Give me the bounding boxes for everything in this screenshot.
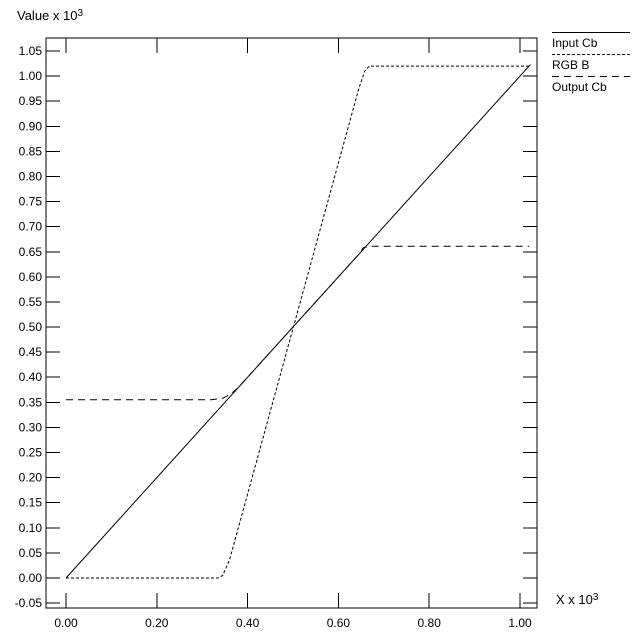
y-tick-label: 0.75 xyxy=(19,195,43,209)
y-tick-label: 0.05 xyxy=(19,546,43,560)
y-tick-label: 0.00 xyxy=(19,571,43,585)
y-tick-label: 0.65 xyxy=(19,245,43,259)
y-tick-label: -0.05 xyxy=(15,596,43,610)
y-tick-label: 0.40 xyxy=(19,370,43,384)
legend: Input Cb RGB B Output Cb xyxy=(552,31,632,97)
x-axis-exponent: 3 xyxy=(592,592,599,603)
y-tick-label: 0.95 xyxy=(19,94,43,108)
y-axis-exponent: 3 xyxy=(77,8,84,19)
legend-line-sample-input-cb xyxy=(552,32,630,33)
legend-line-sample-rgb-b xyxy=(552,54,630,55)
y-tick-label: 1.00 xyxy=(19,69,43,83)
y-tick-label: 0.10 xyxy=(19,521,43,535)
y-tick-label: 0.85 xyxy=(19,144,43,158)
x-tick-label: 0.00 xyxy=(54,616,78,630)
y-tick-label: 0.35 xyxy=(19,395,43,409)
legend-entry-rgb-b: RGB B xyxy=(552,53,632,72)
y-tick-label: 0.90 xyxy=(19,119,43,133)
y-tick-label: 1.05 xyxy=(19,44,43,58)
legend-line-sample-output-cb xyxy=(552,76,630,77)
y-tick-label: 0.50 xyxy=(19,320,43,334)
legend-label-input-cb: Input Cb xyxy=(552,36,598,50)
x-tick-label: 0.60 xyxy=(327,616,351,630)
y-axis-unit-label: Value x 103 xyxy=(17,8,83,23)
y-tick-label: 0.20 xyxy=(19,471,43,485)
y-tick-label: 0.45 xyxy=(19,345,43,359)
x-tick-label: 0.20 xyxy=(145,616,169,630)
legend-label-output-cb: Output Cb xyxy=(552,80,607,94)
x-tick-label: 0.40 xyxy=(236,616,260,630)
y-tick-label: 0.15 xyxy=(19,496,43,510)
series-line-rgb-b xyxy=(66,65,531,579)
series-line-output-cb xyxy=(66,245,530,401)
y-tick-label: 0.80 xyxy=(19,169,43,183)
y-axis-unit-base: Value x 10 xyxy=(17,8,78,23)
plot-box xyxy=(45,37,538,609)
x-tick-label: 0.80 xyxy=(418,616,442,630)
x-tick-label: 1.00 xyxy=(508,616,532,630)
x-axis-unit-base: X x 10 xyxy=(556,592,593,607)
legend-label-rgb-b: RGB B xyxy=(552,58,590,72)
y-tick-label: 0.55 xyxy=(19,295,43,309)
legend-entry-input-cb: Input Cb xyxy=(552,31,632,50)
legend-entry-output-cb: Output Cb xyxy=(552,75,632,94)
y-tick-label: 0.30 xyxy=(19,420,43,434)
y-tick-label: 0.60 xyxy=(19,270,43,284)
x-axis-unit-label: X x 103 xyxy=(556,592,598,607)
y-tick-label: 0.25 xyxy=(19,446,43,460)
y-tick-label: 0.70 xyxy=(19,220,43,234)
